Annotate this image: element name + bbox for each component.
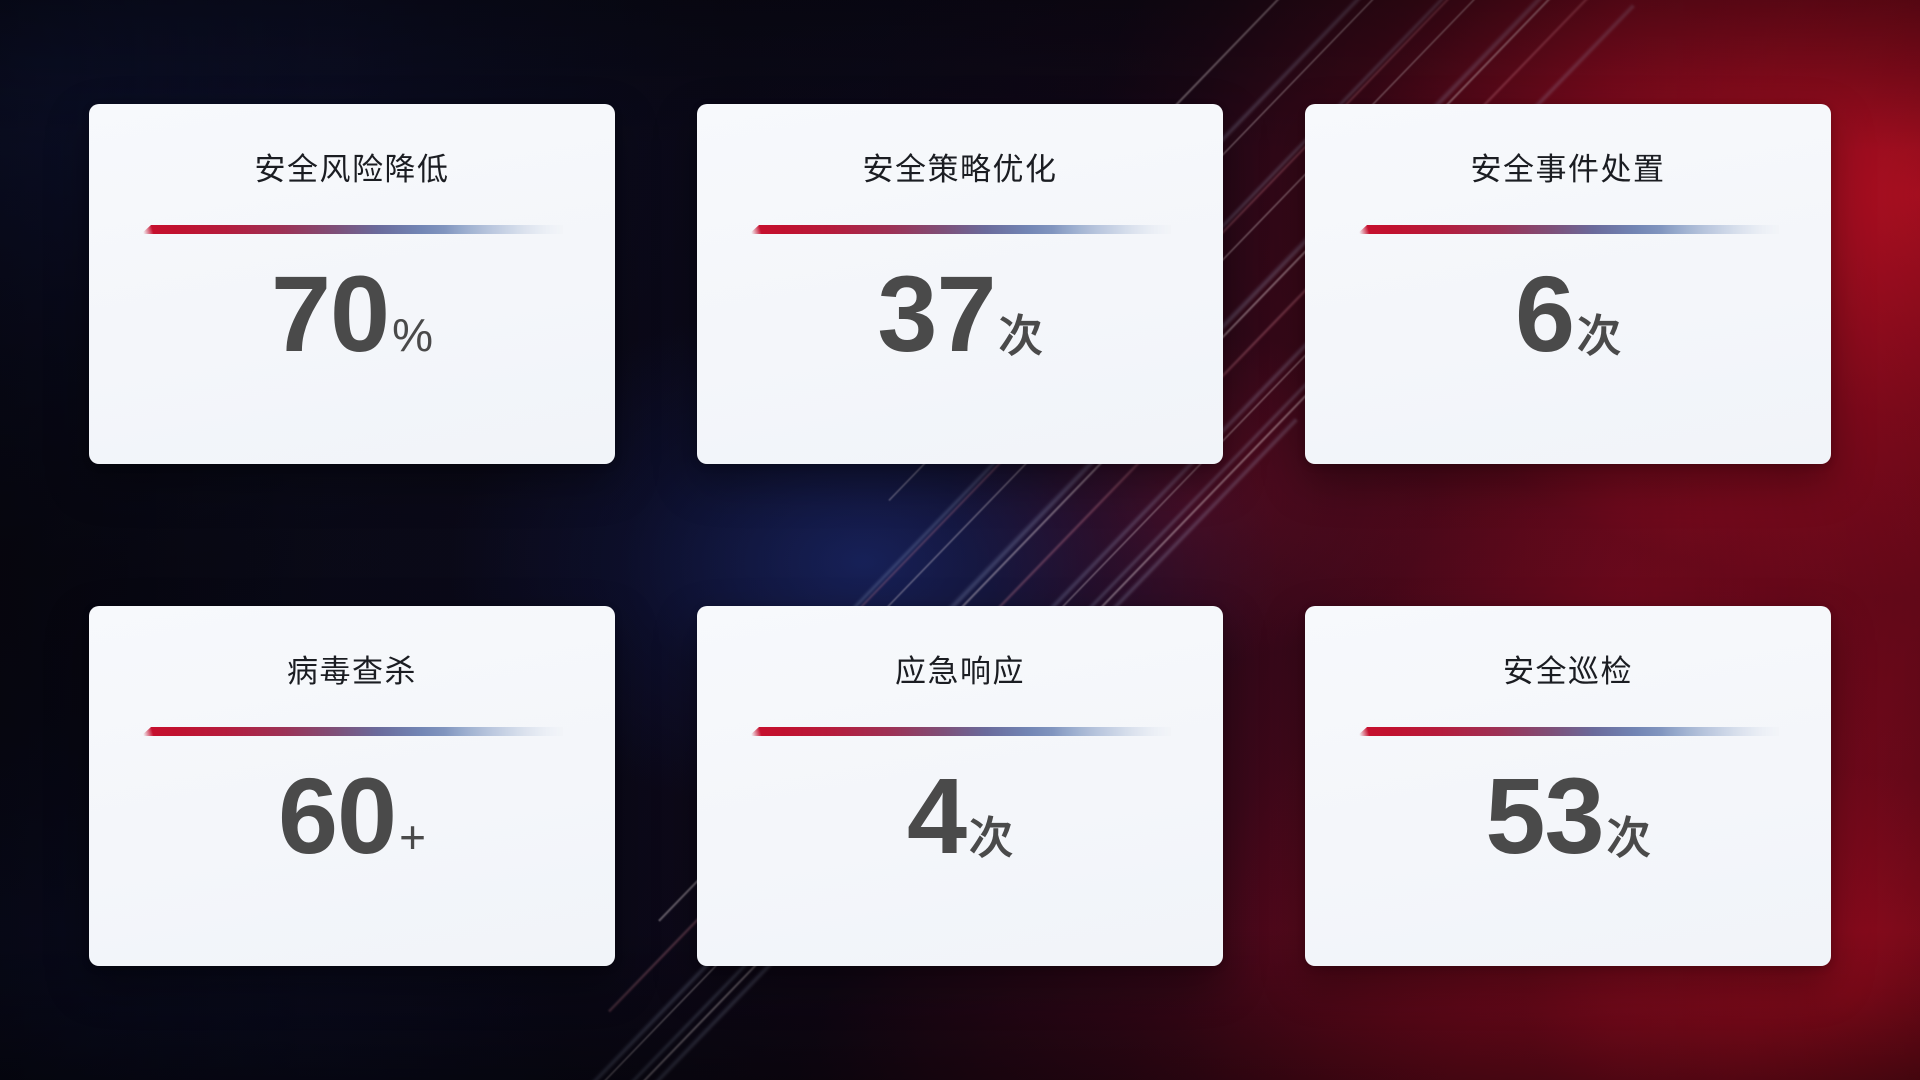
stat-card[interactable]: 应急响应 4 次 <box>697 606 1223 966</box>
stat-value-number: 60 <box>277 755 397 876</box>
stat-value-number: 4 <box>906 755 967 876</box>
stat-value-number: 70 <box>270 253 390 374</box>
gradient-divider-icon <box>1357 225 1779 234</box>
stat-card-title: 应急响应 <box>895 654 1025 689</box>
stat-card-value: 70 % <box>271 260 433 368</box>
stat-card-title: 病毒查杀 <box>287 654 417 689</box>
stat-value-unit: + <box>399 811 426 863</box>
stat-value-unit: 次 <box>998 312 1043 361</box>
stat-cards-grid: 安全风险降低 70 % 安全策略优化 37 次 安全事件处置 6 次 病毒查 <box>89 104 1831 966</box>
stat-value-unit: 次 <box>969 814 1014 863</box>
stat-card-value: 53 次 <box>1485 762 1650 870</box>
stat-card-title: 安全事件处置 <box>1470 152 1666 187</box>
stat-card-value: 4 次 <box>907 762 1013 870</box>
stat-card[interactable]: 安全风险降低 70 % <box>89 104 615 464</box>
stat-card[interactable]: 安全巡检 53 次 <box>1305 606 1831 966</box>
stat-card[interactable]: 安全事件处置 6 次 <box>1305 104 1831 464</box>
stat-value-unit: 次 <box>1606 814 1651 863</box>
stat-value-number: 6 <box>1514 253 1575 374</box>
gradient-divider-icon <box>749 727 1171 736</box>
stat-value-number: 37 <box>877 253 996 374</box>
gradient-divider-icon <box>141 727 563 736</box>
stat-card-value: 60 + <box>278 762 426 870</box>
stat-card-value: 37 次 <box>877 260 1042 368</box>
stat-card-title: 安全风险降低 <box>254 152 450 187</box>
stat-value-number: 53 <box>1485 755 1604 876</box>
gradient-divider-icon <box>141 225 563 234</box>
stat-card-value: 6 次 <box>1515 260 1621 368</box>
stat-card-title: 安全策略优化 <box>862 152 1058 187</box>
stat-card-title: 安全巡检 <box>1503 654 1633 689</box>
gradient-divider-icon <box>1357 727 1779 736</box>
stat-card[interactable]: 病毒查杀 60 + <box>89 606 615 966</box>
stat-value-unit: 次 <box>1577 312 1622 361</box>
stat-value-unit: % <box>392 309 434 361</box>
gradient-divider-icon <box>749 225 1171 234</box>
stat-card[interactable]: 安全策略优化 37 次 <box>697 104 1223 464</box>
